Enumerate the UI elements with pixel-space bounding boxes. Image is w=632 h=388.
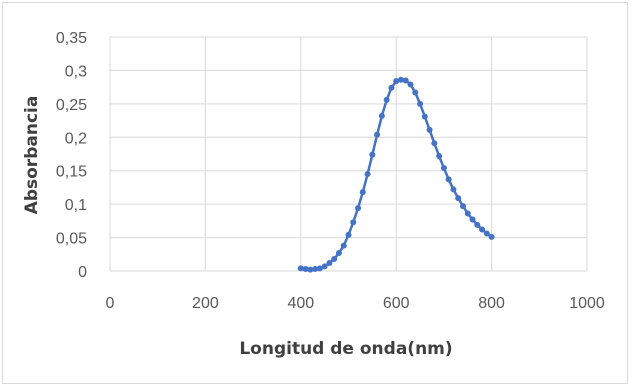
y-tick-label: 0,25 <box>56 97 87 114</box>
data-point <box>407 81 414 88</box>
data-point <box>374 131 381 138</box>
data-point <box>302 265 309 272</box>
data-point <box>378 112 385 119</box>
data-point <box>364 171 371 178</box>
x-tick-label: 600 <box>383 295 410 312</box>
data-point <box>359 189 366 196</box>
y-tick-label: 0,1 <box>65 197 87 214</box>
data-series <box>297 76 495 273</box>
data-point <box>355 205 362 212</box>
data-point <box>450 186 457 193</box>
data-point <box>326 259 333 266</box>
x-tick-label: 1000 <box>569 295 605 312</box>
x-tick-label: 400 <box>287 295 314 312</box>
x-axis-title: Longitud de onda(nm) <box>239 339 452 359</box>
data-point <box>397 76 404 83</box>
x-tick-label: 800 <box>478 295 505 312</box>
data-point <box>459 203 466 210</box>
y-axis-title: Absorbancia <box>22 96 42 215</box>
y-axis-ticks: 0 0,05 0,1 0,15 0,2 0,25 0,3 0,35 <box>56 30 87 281</box>
x-tick-label: 200 <box>192 295 219 312</box>
y-tick-label: 0,05 <box>56 231 87 248</box>
chart-frame <box>2 2 628 384</box>
data-point <box>297 265 304 272</box>
data-point <box>393 78 400 85</box>
data-point <box>335 249 342 256</box>
data-point <box>388 84 395 91</box>
data-point <box>350 219 357 226</box>
data-point <box>417 100 424 107</box>
data-point <box>474 221 481 228</box>
y-tick-label: 0,2 <box>65 130 87 147</box>
data-point <box>412 89 419 96</box>
data-point <box>464 210 471 217</box>
data-point <box>345 231 352 238</box>
data-point <box>312 265 319 272</box>
y-tick-label: 0,35 <box>56 30 87 47</box>
data-point <box>455 195 462 202</box>
data-point <box>445 176 452 183</box>
data-point <box>369 151 376 158</box>
data-point <box>340 242 347 249</box>
data-point <box>307 266 314 273</box>
data-point <box>331 255 338 262</box>
data-point <box>469 216 476 223</box>
data-point <box>426 126 433 133</box>
gridlines <box>109 36 588 272</box>
y-tick-label: 0 <box>78 264 87 281</box>
data-point <box>436 153 443 160</box>
data-point <box>431 140 438 147</box>
x-tick-label: 0 <box>106 295 115 312</box>
data-point <box>440 165 447 172</box>
data-point <box>383 96 390 103</box>
x-axis-ticks: 0 200 400 600 800 1000 <box>106 295 605 312</box>
data-point <box>316 265 323 272</box>
y-tick-label: 0,3 <box>65 63 87 80</box>
data-point <box>421 113 428 120</box>
data-point <box>483 230 490 237</box>
data-point <box>321 263 328 270</box>
data-point <box>402 77 409 84</box>
data-point <box>479 226 486 233</box>
data-point <box>488 233 495 240</box>
y-tick-label: 0,15 <box>56 164 87 181</box>
